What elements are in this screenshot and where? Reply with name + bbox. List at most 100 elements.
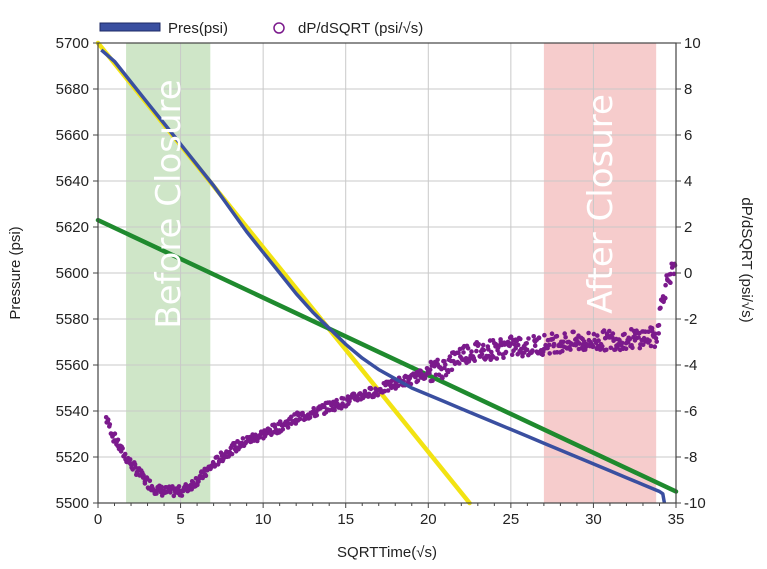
derivative-point (486, 347, 491, 352)
derivative-point (522, 350, 527, 355)
derivative-point (671, 271, 677, 277)
derivative-point (334, 397, 339, 403)
derivative-point (362, 388, 368, 394)
y-axis-label: Pressure (psi) (7, 226, 24, 319)
derivative-point (547, 342, 552, 348)
derivative-point (415, 378, 421, 384)
derivative-point (530, 348, 535, 353)
pressure-line (100, 48, 667, 504)
y2-tick-label: 10 (684, 35, 701, 52)
derivative-point (461, 350, 466, 355)
derivative-point (627, 336, 633, 342)
x-tick-label: 20 (420, 511, 437, 528)
derivative-point (637, 345, 643, 351)
legend-pressure-swatch (99, 22, 161, 32)
y-axis-ticks: 5500 5520 5540 5560 5580 5600 5620 5640 5660 5680… (56, 35, 98, 512)
y2-tick-label: -4 (684, 357, 697, 374)
derivative-point (515, 342, 521, 348)
derivative-point (112, 431, 118, 437)
derivative-point (586, 330, 591, 336)
derivative-point (640, 342, 646, 348)
y2-tick-label: 0 (684, 265, 692, 282)
derivative-point (375, 392, 381, 398)
derivative-point (382, 388, 388, 394)
derivative-point (347, 398, 352, 404)
derivative-point (554, 333, 560, 339)
derivative-point (122, 451, 128, 457)
derivative-point (596, 338, 601, 343)
y2-tick-label: 2 (684, 219, 692, 236)
derivative-point (654, 339, 659, 344)
derivative-point (658, 305, 663, 311)
derivative-point (562, 331, 567, 336)
y-tick-label: 5600 (56, 265, 89, 282)
derivative-point (341, 396, 346, 401)
derivative-point (193, 476, 199, 481)
derivative-point (240, 436, 246, 441)
derivative-point (622, 331, 627, 337)
derivative-point (536, 335, 542, 341)
derivative-point (443, 362, 448, 367)
derivative-point (289, 414, 294, 420)
derivative-point (418, 368, 423, 374)
grid (98, 43, 676, 503)
derivative-point (212, 464, 218, 469)
y-tick-label: 5620 (56, 219, 89, 236)
y-tick-label: 5540 (56, 403, 89, 420)
x-axis-ticks: 0 5 10 15 20 25 30 35 (94, 503, 684, 528)
derivative-point (668, 280, 673, 286)
derivative-point (472, 358, 478, 364)
x-tick-label: 5 (176, 511, 184, 528)
x-tick-label: 15 (337, 511, 354, 528)
derivative-point (668, 271, 673, 277)
y-tick-label: 5520 (56, 449, 89, 466)
y-tick-label: 5560 (56, 357, 89, 374)
derivative-point (501, 355, 506, 361)
derivative-point (493, 341, 499, 347)
derivative-point (486, 353, 492, 359)
derivative-point (446, 368, 451, 373)
derivative-point (595, 333, 600, 338)
y-tick-label: 5500 (56, 495, 89, 512)
derivative-point (203, 473, 209, 479)
derivative-point (127, 457, 133, 462)
derivative-point (476, 342, 482, 347)
derivative-point (568, 347, 573, 352)
derivative-point (200, 475, 205, 481)
derivative-point (619, 340, 625, 346)
derivative-points (103, 261, 678, 499)
derivative-point (561, 339, 566, 345)
derivative-point (647, 338, 652, 344)
derivative-point (435, 357, 440, 363)
derivative-point (636, 335, 641, 340)
derivative-point (105, 417, 111, 422)
derivative-point (531, 334, 536, 339)
derivative-point (141, 472, 146, 478)
derivative-point (277, 419, 283, 424)
y2-tick-label: -10 (684, 495, 706, 512)
derivative-point (159, 484, 164, 490)
derivative-point (120, 446, 125, 451)
y-tick-label: 5660 (56, 127, 89, 144)
derivative-point (551, 341, 557, 347)
derivative-point (449, 367, 455, 373)
x-tick-label: 25 (503, 511, 520, 528)
derivative-point (430, 378, 435, 384)
derivative-point (591, 344, 596, 349)
y-tick-label: 5700 (56, 35, 89, 52)
legend: Pres(psi) dP/dSQRT (psi/√s) (99, 20, 423, 37)
derivative-point (489, 349, 494, 355)
derivative-point (600, 344, 605, 349)
derivative-point (142, 481, 148, 486)
derivative-point (560, 348, 565, 354)
band-label-0: Before Closure (149, 79, 189, 328)
derivative-point (571, 329, 576, 335)
derivative-point (474, 348, 479, 354)
derivative-point (332, 407, 337, 413)
derivative-point (520, 353, 525, 359)
derivative-point (623, 346, 629, 352)
derivative-point (656, 322, 662, 328)
derivative-point (311, 406, 317, 411)
derivative-point (481, 347, 487, 353)
